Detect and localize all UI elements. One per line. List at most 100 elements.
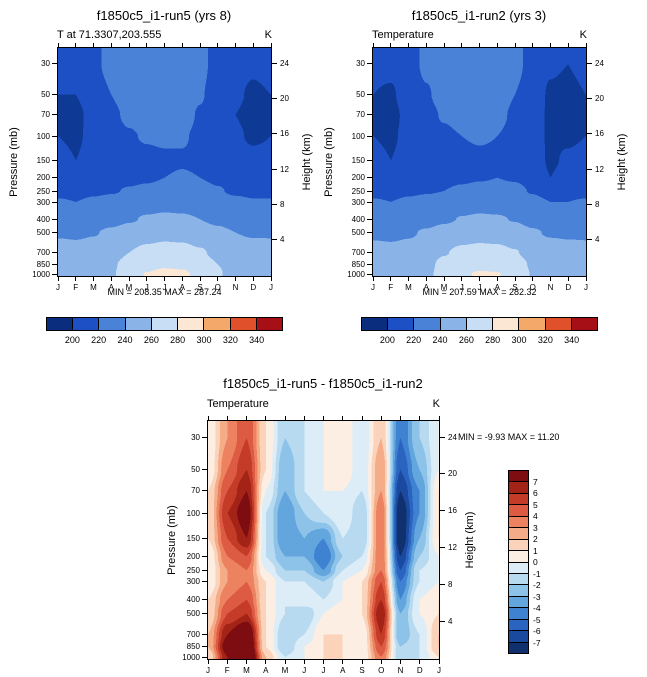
colorbar-tick-label: 240 xyxy=(117,335,133,345)
month-tick-label: J xyxy=(56,283,60,292)
height-axis-title-diff: Height (km) xyxy=(464,511,476,569)
colorbar-tick-label: -1 xyxy=(533,568,541,579)
month-tick-label: A xyxy=(263,666,269,675)
month-tick-label: M xyxy=(243,666,250,675)
month-axis-tick xyxy=(443,43,445,48)
colorbar-swatch xyxy=(465,318,493,330)
month-tick-label: J xyxy=(302,666,307,675)
colorbar-tick-label: -4 xyxy=(533,603,541,613)
month-axis-tick xyxy=(443,276,445,281)
month-tick-label: A xyxy=(423,283,429,292)
pressure-axis-tick xyxy=(367,94,373,96)
colorbar-tick-label: 280 xyxy=(170,335,186,345)
pressure-tick-label: 100 xyxy=(351,131,365,141)
colorbar-tick-label: 2 xyxy=(533,534,538,544)
height-tick-label: 4 xyxy=(280,235,285,245)
month-axis-tick xyxy=(380,659,382,664)
pressure-axis-tick xyxy=(52,94,58,96)
month-axis-tick xyxy=(372,43,374,48)
colorbar-tick-label: 300 xyxy=(511,335,527,345)
pressure-axis-tick xyxy=(367,190,373,192)
height-axis-tick xyxy=(439,510,445,512)
pressure-axis-tick xyxy=(202,613,208,615)
pressure-axis-tick xyxy=(52,263,58,265)
month-tick-label: S xyxy=(197,283,203,292)
contour-canvas-run5 xyxy=(58,48,271,276)
height-axis-tick xyxy=(439,620,445,622)
colorbar-swatch xyxy=(72,318,99,330)
pressure-tick-label: 700 xyxy=(36,248,50,258)
colorbar-swatch xyxy=(47,318,73,330)
pressure-axis-tick xyxy=(52,232,58,234)
height-axis-tick xyxy=(271,98,277,100)
month-axis-tick xyxy=(532,276,534,281)
colorbar-tick-label: 320 xyxy=(537,335,553,345)
panel-diff-field-label: Temperature xyxy=(207,398,269,410)
pressure-tick-label: 1000 xyxy=(182,652,200,662)
month-axis-tick xyxy=(207,659,209,664)
month-tick-label: M xyxy=(90,283,97,292)
month-tick-label: D xyxy=(565,283,572,292)
pressure-tick-label: 250 xyxy=(186,565,200,575)
colorbar-labels-run2: 200 220 240 260 280 300 320 340 xyxy=(361,335,598,345)
pressure-axis-tick xyxy=(202,569,208,571)
month-tick-label: J xyxy=(269,283,273,292)
colorbar-swatch xyxy=(509,492,528,505)
month-axis-tick xyxy=(567,276,569,281)
month-axis-tick xyxy=(438,659,440,664)
pressure-axis-tick xyxy=(52,201,58,203)
height-axis-tick xyxy=(271,203,277,205)
month-axis-tick xyxy=(270,43,272,48)
pressure-axis-tick xyxy=(367,201,373,203)
month-axis-tick xyxy=(390,276,392,281)
pressure-axis-tick xyxy=(367,263,373,265)
month-axis-tick xyxy=(235,43,236,48)
pressure-tick-label: 1000 xyxy=(32,269,50,279)
month-axis-tick xyxy=(75,43,77,48)
colorbar-tick-label: 6 xyxy=(533,488,538,498)
month-tick-label: M xyxy=(281,666,289,675)
colorbar-tick-label: 200 xyxy=(64,335,80,345)
colorbar-tick-label: -5 xyxy=(533,614,541,625)
month-tick-label: J xyxy=(321,666,326,675)
pressure-axis-tick xyxy=(202,581,208,583)
month-axis-tick xyxy=(270,276,272,281)
pressure-axis-tick xyxy=(367,135,373,137)
contour-plot-diff: 30 50 70 100 150 200 250 300 400 500 700 850 1000 4 8 1… xyxy=(182,416,457,675)
colorbar-swatch xyxy=(203,318,230,330)
month-tick-label: D xyxy=(416,666,423,675)
height-axis-tick xyxy=(586,203,592,205)
pressure-axis-tick xyxy=(202,490,208,492)
pressure-axis-tick xyxy=(202,599,208,601)
colorbar-tick-label: 220 xyxy=(406,335,422,345)
month-axis-tick xyxy=(342,659,344,664)
month-tick-label: M xyxy=(125,283,133,292)
height-axis-title-run5: Height (km) xyxy=(301,133,313,191)
colorbar-tick-label: -6 xyxy=(533,626,541,636)
month-axis-tick xyxy=(265,659,267,664)
height-axis-title-run2: Height (km) xyxy=(616,133,628,191)
pressure-axis-tick xyxy=(52,190,58,192)
pressure-tick-label: 250 xyxy=(36,186,50,196)
month-tick-label: F xyxy=(73,283,79,292)
height-axis-tick xyxy=(271,168,277,170)
month-axis-tick xyxy=(425,43,427,48)
pressure-tick-label: 400 xyxy=(36,214,50,224)
colorbar-swatch xyxy=(362,318,388,330)
month-tick-label: O xyxy=(378,666,385,675)
month-axis-tick xyxy=(323,659,324,664)
month-axis-tick xyxy=(419,416,421,421)
month-axis-tick xyxy=(567,43,569,48)
pressure-axis-tick xyxy=(202,634,208,636)
pressure-axis-tick xyxy=(367,218,373,220)
month-tick-label: S xyxy=(359,666,365,675)
height-tick-label: 8 xyxy=(595,199,600,209)
month-axis-tick xyxy=(550,276,551,281)
month-axis-tick xyxy=(217,276,219,281)
colorbar-swatch xyxy=(509,538,528,551)
month-axis-tick xyxy=(128,276,130,281)
month-tick-label: J xyxy=(584,283,588,292)
pressure-tick-label: 70 xyxy=(41,110,50,120)
month-axis-tick xyxy=(400,659,401,664)
colorbar-tick-label: -7 xyxy=(533,637,541,648)
